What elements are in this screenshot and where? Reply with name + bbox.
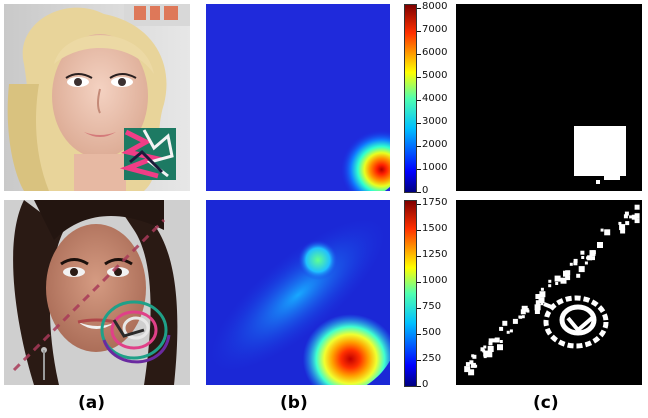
colorbar-tick-label: 1000 xyxy=(416,275,448,286)
caption-b: (b) xyxy=(280,393,308,413)
mask-pixel xyxy=(548,279,552,283)
mask-pixel xyxy=(534,304,541,311)
mask-pixel xyxy=(591,256,595,261)
mask-pixel xyxy=(560,277,567,284)
mask-pixel xyxy=(474,364,478,368)
mask-pixel xyxy=(491,338,496,343)
mask-pixel xyxy=(634,204,640,210)
mask-pixel xyxy=(535,300,540,305)
mask-pixel xyxy=(464,366,471,373)
mask-pixel xyxy=(497,344,503,351)
mask-pixel xyxy=(581,256,585,259)
mask-pixel xyxy=(584,261,588,265)
colorbar-tick-label: 0 xyxy=(416,185,429,196)
mask-pixel xyxy=(538,297,545,304)
mask-pixel xyxy=(569,262,573,266)
mask-bottom xyxy=(456,200,642,385)
mask-pixel xyxy=(625,221,630,226)
mask-pixel xyxy=(620,225,625,230)
mask-pixel xyxy=(499,326,504,331)
mask-pixel xyxy=(469,360,474,365)
colorbar-bottom xyxy=(404,200,417,387)
mask-pixel xyxy=(624,211,629,216)
mask-pixel xyxy=(525,308,529,311)
mask-pixel xyxy=(573,261,578,266)
colorbar-top xyxy=(404,4,417,193)
mask-pixel xyxy=(555,282,559,285)
caption-a: (a) xyxy=(78,393,106,413)
mask-pixel xyxy=(597,242,603,248)
mask-pixel xyxy=(587,255,593,261)
mask-pixel xyxy=(580,250,585,255)
mask-pixel xyxy=(520,309,526,315)
mask-pixel xyxy=(618,221,622,225)
mask-pixel xyxy=(483,345,487,349)
mask-pixel xyxy=(623,214,628,219)
mask-pixel xyxy=(565,275,571,281)
face-photo-bottom xyxy=(4,200,190,385)
heatmap-bottom xyxy=(206,200,390,385)
mask-pixel xyxy=(502,320,508,326)
mask-pixel xyxy=(548,284,552,288)
mask-pixel xyxy=(468,369,475,376)
heatmap-top xyxy=(206,4,390,191)
colorbar-tick-label: 7000 xyxy=(416,24,448,35)
mask-pixel xyxy=(509,329,513,333)
mask-pixel xyxy=(554,275,561,282)
colorbar-tick-label: 5000 xyxy=(416,70,448,81)
colorbar-tick-label: 0 xyxy=(416,379,429,390)
mask-pixel xyxy=(539,291,546,298)
colorbar-tick-label: 1250 xyxy=(416,249,448,260)
mask-pixel xyxy=(465,362,470,367)
colorbar-tick-label: 1500 xyxy=(416,223,448,234)
mask-pixel xyxy=(573,258,578,263)
mask-pixel xyxy=(565,270,571,276)
mask-pixel xyxy=(494,337,500,343)
colorbar-tick-label: 4000 xyxy=(416,93,448,104)
mask-pixel xyxy=(629,215,633,219)
colorbar-tick-label: 1000 xyxy=(416,162,448,173)
colorbar-tick-label: 2000 xyxy=(416,139,448,150)
mask-pixel xyxy=(534,309,540,314)
mask-pixel xyxy=(499,340,503,343)
mask-pixel xyxy=(589,250,596,257)
mask-pixel xyxy=(526,309,530,313)
mask-pixel xyxy=(535,294,541,299)
mask-pixel xyxy=(540,287,544,291)
colorbar-tick-label: 3000 xyxy=(416,116,448,127)
mask-pixel xyxy=(576,273,581,278)
mask-pixel xyxy=(480,347,485,352)
mask-pixel xyxy=(634,218,640,224)
mask-pixel xyxy=(578,266,585,273)
mask-pixel xyxy=(484,352,488,355)
mask-pixel xyxy=(634,213,640,219)
colorbar-tick-label: 750 xyxy=(416,301,442,312)
mask-pixel xyxy=(521,305,528,312)
face-photo-top xyxy=(4,4,190,191)
colorbar-tick-label: 1750 xyxy=(416,197,448,208)
mask-top xyxy=(456,4,642,191)
mask-pixel xyxy=(519,315,523,319)
mask-pixel xyxy=(631,214,637,220)
mask-pixel xyxy=(488,338,493,343)
mask-pixel xyxy=(506,330,510,334)
colorbar-tick-label: 8000 xyxy=(416,1,448,12)
mask-pixel xyxy=(604,229,611,236)
mask-pixel xyxy=(488,341,493,346)
mask-pixel xyxy=(472,354,477,359)
colorbar-tick-label: 500 xyxy=(416,327,442,338)
mask-pixel xyxy=(470,362,476,368)
mask-pixel xyxy=(486,351,493,358)
mask-pixel xyxy=(600,228,604,232)
colorbar-tick-label: 6000 xyxy=(416,47,448,58)
mask-pixel xyxy=(512,318,518,324)
mask-pixel xyxy=(487,346,494,352)
caption-c: (c) xyxy=(533,393,559,413)
colorbar-tick-label: 250 xyxy=(416,353,442,364)
mask-pixel xyxy=(521,315,525,319)
mask-pixel xyxy=(620,228,626,234)
mask-pixel xyxy=(540,302,544,306)
